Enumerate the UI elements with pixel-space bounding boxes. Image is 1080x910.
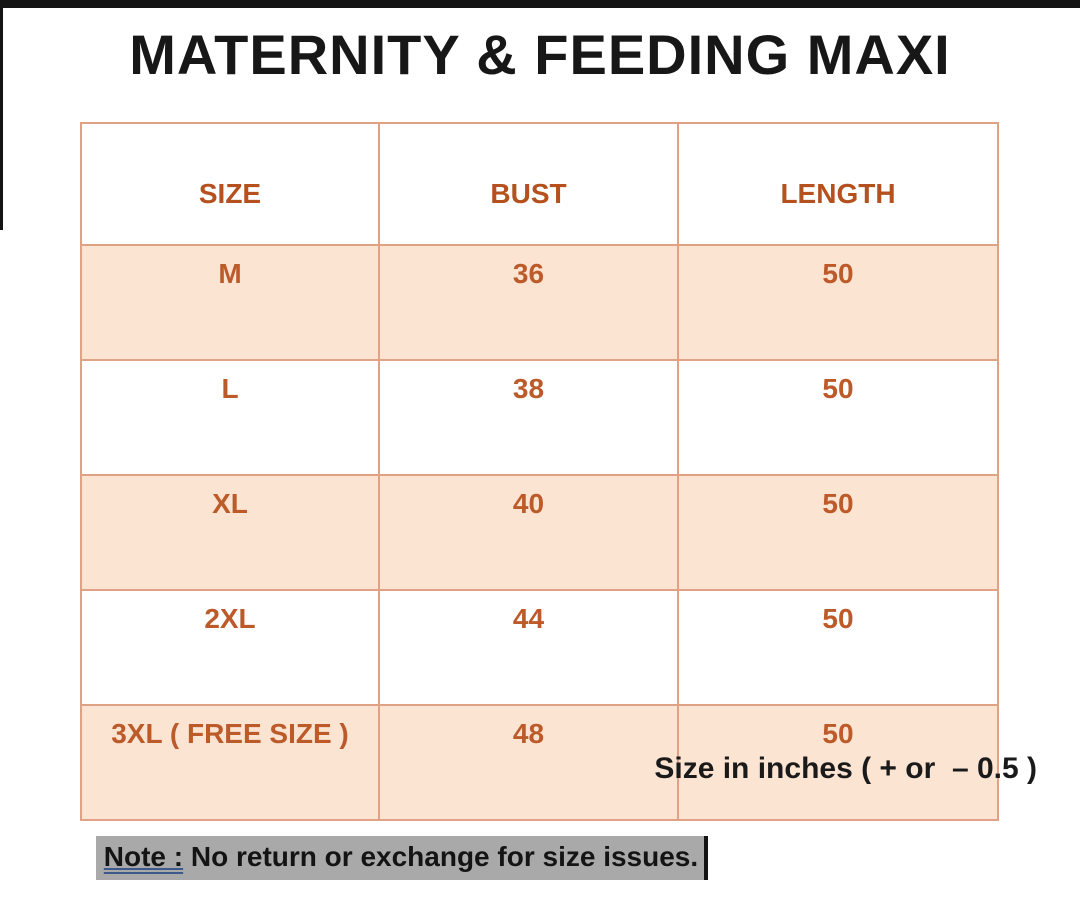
size-cell: L	[80, 359, 380, 476]
length-cell: 50	[677, 244, 999, 361]
column-header-length: LENGTH	[677, 122, 999, 246]
table-row-3xl: 3XL ( FREE SIZE ) 48 50	[80, 704, 999, 821]
bust-cell: 40	[378, 474, 679, 591]
note-label: Note :	[103, 841, 184, 872]
page-title: MATERNITY & FEEDING MAXI	[129, 23, 951, 86]
length-cell: 50	[677, 359, 999, 476]
bust-cell: 48	[378, 704, 679, 821]
table-header-row: SIZE BUST LENGTH	[80, 122, 999, 246]
bust-cell: 36	[378, 244, 679, 361]
size-cell: M	[80, 244, 380, 361]
table-row-m: M 36 50	[80, 244, 999, 361]
column-header-size: SIZE	[80, 122, 380, 246]
column-header-bust: BUST	[378, 122, 679, 246]
table-row-l: L 38 50	[80, 359, 999, 476]
note-highlight: Note : No return or exchange for size is…	[95, 836, 709, 880]
table-row-xl: XL 40 50	[80, 474, 999, 591]
size-cell: XL	[80, 474, 380, 591]
size-chart-table: SIZE BUST LENGTH M 36 50 L 38 50 XL 40 5…	[80, 122, 999, 821]
bust-cell: 44	[378, 589, 679, 706]
note-line: Note : No return or exchange for size is…	[78, 818, 709, 898]
units-footnote: Size in inches ( + or – 0.5 )	[654, 752, 1037, 785]
top-edge-bar	[0, 0, 1080, 8]
size-cell: 2XL	[80, 589, 380, 706]
note-text: No return or exchange for size issues.	[183, 841, 699, 872]
length-cell: 50	[677, 704, 999, 821]
length-cell: 50	[677, 589, 999, 706]
length-cell: 50	[677, 474, 999, 591]
left-edge-bar	[0, 8, 3, 230]
bust-cell: 38	[378, 359, 679, 476]
table-row-2xl: 2XL 44 50	[80, 589, 999, 706]
size-cell: 3XL ( FREE SIZE )	[80, 704, 380, 821]
